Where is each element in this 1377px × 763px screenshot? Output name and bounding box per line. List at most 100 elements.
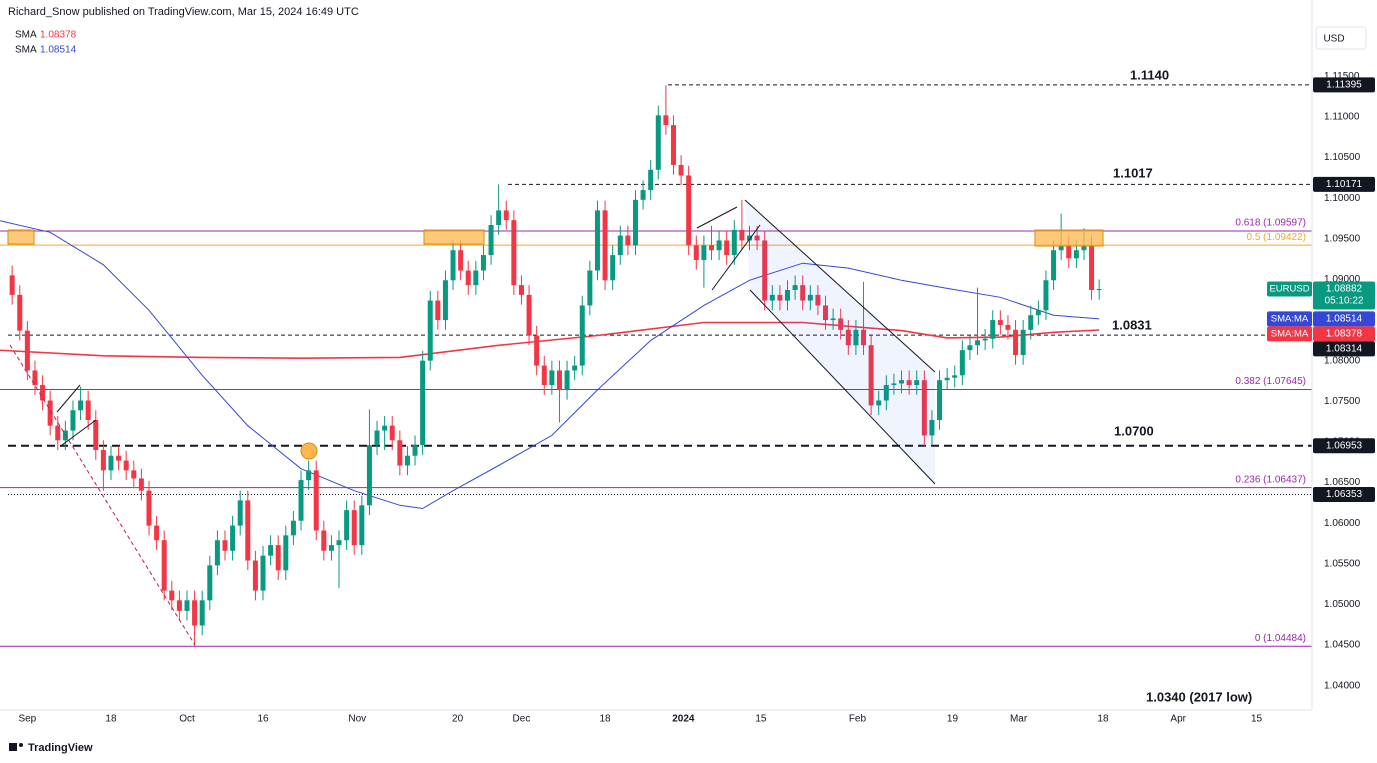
candle-body — [914, 380, 920, 386]
side-tag-text: EURUSD — [1269, 284, 1309, 295]
annotation: 1.1140 — [1130, 67, 1169, 82]
price-tag — [1313, 341, 1375, 357]
candle-body — [382, 425, 388, 431]
candle-body — [192, 600, 198, 626]
candle-body — [746, 235, 752, 241]
candle-body — [830, 318, 836, 321]
candle-body — [602, 210, 608, 281]
candle-body — [937, 380, 943, 420]
y-tick-label: 1.10000 — [1324, 193, 1361, 204]
candle-body — [100, 450, 106, 471]
y-tick-label: 1.09500 — [1324, 233, 1361, 244]
price-tag-text: 1.08882 — [1326, 284, 1363, 295]
side-tag — [1267, 311, 1312, 327]
candle-body — [670, 125, 676, 165]
price-tag-text: 05:10:22 — [1325, 296, 1364, 307]
zone-box — [7, 229, 35, 245]
marker-circle — [300, 442, 318, 460]
candle-body — [952, 375, 958, 378]
y-tick-label: 1.04500 — [1324, 640, 1361, 651]
candle-body — [724, 240, 730, 256]
x-tick-label: Dec — [513, 714, 531, 725]
candle-body — [420, 360, 426, 446]
header: Richard_Snow published on TradingView.co… — [8, 6, 359, 18]
side-tag — [1267, 326, 1312, 342]
candle-body — [876, 400, 882, 406]
y-tick-label: 1.06000 — [1324, 518, 1361, 529]
candle-body — [792, 285, 798, 291]
candle-body — [800, 285, 806, 301]
candle-body — [404, 455, 410, 466]
candle-body — [678, 164, 684, 176]
price-tag — [1313, 438, 1375, 454]
candle-body — [838, 318, 844, 330]
candle-body — [853, 329, 859, 346]
price-tag-text: 1.08314 — [1326, 344, 1363, 355]
legend-value: 1.08514 — [40, 45, 77, 56]
y-tick-label: 1.06500 — [1324, 477, 1361, 488]
candle-body — [55, 425, 61, 441]
fib-label: 0.382 (1.07645) — [1235, 376, 1306, 387]
candle-body — [321, 530, 327, 551]
fib-label: 0 (1.04484) — [1255, 633, 1306, 644]
candle-body — [1089, 245, 1095, 291]
candle-body — [359, 505, 365, 546]
candle-body — [534, 335, 540, 366]
y-tick-label: 1.08000 — [1324, 355, 1361, 366]
candle-body — [731, 229, 737, 256]
x-tick-label: Mar — [1010, 714, 1028, 725]
y-tick-label: 1.05000 — [1324, 599, 1361, 610]
trend-line — [9, 344, 196, 646]
candle-body — [222, 540, 228, 551]
flag-line — [696, 206, 738, 229]
price-tag-text: 1.08378 — [1326, 329, 1363, 340]
candle-body — [708, 245, 714, 251]
x-tick-label: 19 — [947, 714, 959, 725]
legend-value: 1.08378 — [40, 30, 77, 41]
candle-body — [138, 478, 144, 491]
candle-body — [556, 370, 562, 390]
candle-body — [891, 383, 897, 386]
candle-body — [412, 445, 418, 456]
candle-body — [78, 400, 84, 411]
candle-body — [807, 294, 813, 301]
candle-body — [313, 470, 319, 531]
candle-body — [389, 425, 395, 441]
candle-body — [579, 305, 585, 366]
y-tick-label: 1.11500 — [1324, 71, 1360, 82]
x-tick-label: 16 — [257, 714, 269, 725]
candle-body — [632, 199, 638, 246]
candle-body — [997, 320, 1003, 325]
candle-body — [503, 210, 509, 221]
y-tick-label: 1.10500 — [1324, 152, 1361, 163]
fib-label: 0.5 (1.09422) — [1247, 232, 1307, 243]
candle-body — [473, 270, 479, 286]
candle-body — [899, 380, 905, 384]
candle-body — [496, 210, 502, 226]
sma-line — [0, 220, 1100, 510]
currency-box[interactable] — [1315, 26, 1367, 50]
annotation: 1.0831 — [1112, 317, 1152, 332]
side-tag — [1267, 281, 1312, 297]
candle-body — [260, 555, 266, 591]
price-tag-text: 1.06353 — [1326, 489, 1363, 500]
candle-body — [769, 294, 775, 301]
candle-body — [610, 255, 616, 281]
candle-body — [1073, 250, 1079, 259]
price-tag — [1313, 77, 1375, 93]
candle-body — [85, 400, 91, 420]
price-tag — [1313, 176, 1375, 192]
candle-body — [427, 300, 433, 361]
candle-body — [929, 419, 935, 436]
logo-part — [9, 743, 17, 751]
candle-body — [739, 229, 745, 241]
candle-body — [176, 600, 182, 611]
candle-body — [328, 545, 334, 551]
y-tick-label: 1.11000 — [1324, 112, 1360, 123]
candle-body — [549, 370, 555, 386]
x-tick-label: Sep — [18, 714, 36, 725]
channel-fill — [745, 200, 935, 484]
price-tag — [1313, 281, 1375, 310]
